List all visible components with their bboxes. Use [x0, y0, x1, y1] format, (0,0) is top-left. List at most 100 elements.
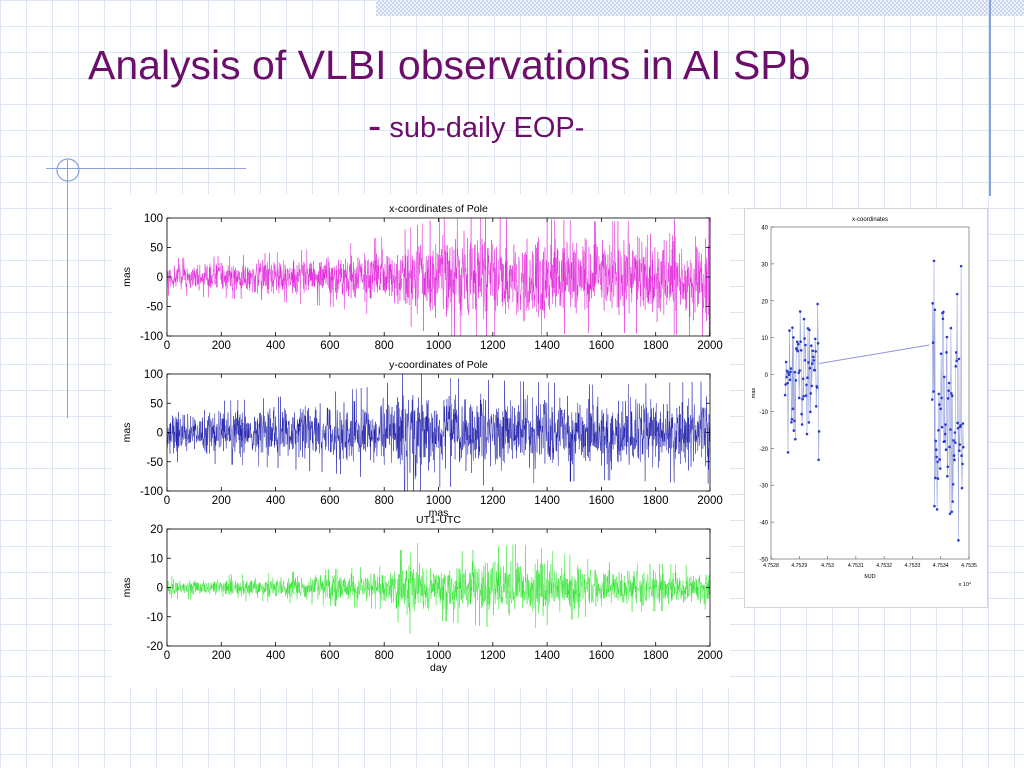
y-tick-label: 20 [761, 299, 768, 305]
data-point [958, 449, 961, 452]
x-axis-label: mas [429, 507, 449, 519]
data-point [811, 349, 815, 353]
y-tick-label: 0 [157, 428, 163, 440]
data-point [951, 500, 954, 503]
x-tick-label: 4.7531 [848, 563, 864, 569]
x-tick-label: 1200 [480, 650, 506, 662]
series-line-1 [167, 218, 710, 336]
data-point [959, 424, 962, 427]
y-tick-label: 100 [144, 369, 163, 381]
data-point [790, 420, 793, 424]
data-point [937, 428, 940, 432]
data-point [814, 350, 817, 353]
x-tick-label: 1000 [426, 650, 452, 662]
x-tick-label: 4.7534 [933, 563, 949, 569]
data-point [804, 343, 807, 347]
data-point [935, 455, 938, 459]
data-point [792, 429, 796, 432]
subplot-2: 0 200 400 600 800 1000 1200 1400 1600 1800 2000100… [121, 359, 723, 519]
data-point [946, 474, 949, 478]
data-point [958, 443, 962, 446]
data-point [945, 351, 948, 354]
x-tick-label: 1600 [589, 340, 615, 352]
data-point [943, 432, 947, 436]
data-point [938, 403, 941, 406]
x-tick-label: 0 [164, 495, 170, 507]
inset-axes-frame [770, 226, 970, 560]
data-point [784, 383, 787, 386]
x-tick-label: 0 [164, 650, 170, 662]
data-point [784, 360, 788, 364]
data-point [952, 439, 955, 442]
cluster-line-2 [931, 260, 964, 541]
data-point [962, 445, 965, 449]
data-point [934, 476, 937, 480]
data-point [817, 430, 821, 433]
header-pattern-band [376, 0, 1024, 16]
data-point [805, 432, 809, 436]
x-tick-label: 1800 [643, 340, 669, 352]
data-point [794, 437, 797, 441]
data-point [932, 259, 936, 263]
decor-line-left-vertical [67, 160, 68, 418]
subplot-title: x-coordinates of Pole [389, 203, 488, 215]
data-point [934, 439, 938, 443]
data-point [940, 425, 944, 429]
eop-timeseries-svg: 0 200 400 600 800 1000 1200 1400 1600 1800 2000100… [121, 203, 723, 674]
slide-subtitle: - sub-daily EOP- [368, 104, 584, 149]
data-point [810, 384, 814, 388]
data-point [936, 460, 939, 464]
data-point [816, 341, 820, 345]
data-point [949, 428, 952, 431]
data-point [956, 421, 959, 425]
x-tick-label: 400 [266, 340, 285, 352]
y-tick-label: -100 [140, 486, 163, 498]
data-point [808, 328, 811, 332]
data-point [947, 389, 950, 392]
data-point [789, 370, 792, 374]
data-point [812, 359, 816, 362]
data-point [813, 337, 817, 341]
data-point [951, 482, 955, 486]
x-tick-label: 4.7529 [791, 563, 807, 569]
data-point [938, 467, 942, 470]
data-point [955, 359, 958, 363]
data-point [954, 441, 957, 444]
x-tick-label: 2000 [697, 340, 723, 352]
data-point [961, 422, 965, 425]
data-point [935, 508, 939, 511]
y-tick-label: -50 [146, 457, 163, 469]
x-tick-label: 0 [164, 340, 170, 352]
data-point [950, 394, 954, 398]
data-point [792, 336, 795, 339]
data-point [948, 512, 952, 516]
x-tick-label: 1200 [480, 340, 506, 352]
y-tick-label: 10 [761, 336, 768, 342]
subtitle-dash: - [368, 104, 382, 148]
data-point [814, 405, 818, 408]
y-tick-label: -100 [140, 331, 163, 343]
data-point [939, 407, 942, 411]
x-tick-label: 600 [320, 650, 339, 662]
data-point [808, 366, 812, 370]
x-tick-label: 1800 [643, 495, 669, 507]
data-point [810, 344, 813, 348]
data-point [798, 369, 801, 372]
data-point [815, 386, 819, 389]
y-tick-label: -20 [146, 641, 163, 653]
y-tick-label: -50 [759, 558, 768, 564]
data-point [807, 361, 810, 364]
x-tick-label: 200 [212, 650, 231, 662]
data-point [946, 397, 950, 400]
y-tick-label: 20 [150, 524, 163, 536]
data-point [941, 317, 945, 321]
data-point [797, 371, 801, 374]
y-tick-label: 30 [761, 262, 768, 268]
x-tick-label: 4.753 [821, 563, 834, 569]
data-point [794, 379, 798, 382]
y-tick-label: 0 [765, 373, 769, 379]
data-point [798, 310, 802, 313]
data-point [809, 392, 813, 395]
y-tick-label: -40 [759, 521, 768, 527]
data-point [942, 375, 946, 379]
